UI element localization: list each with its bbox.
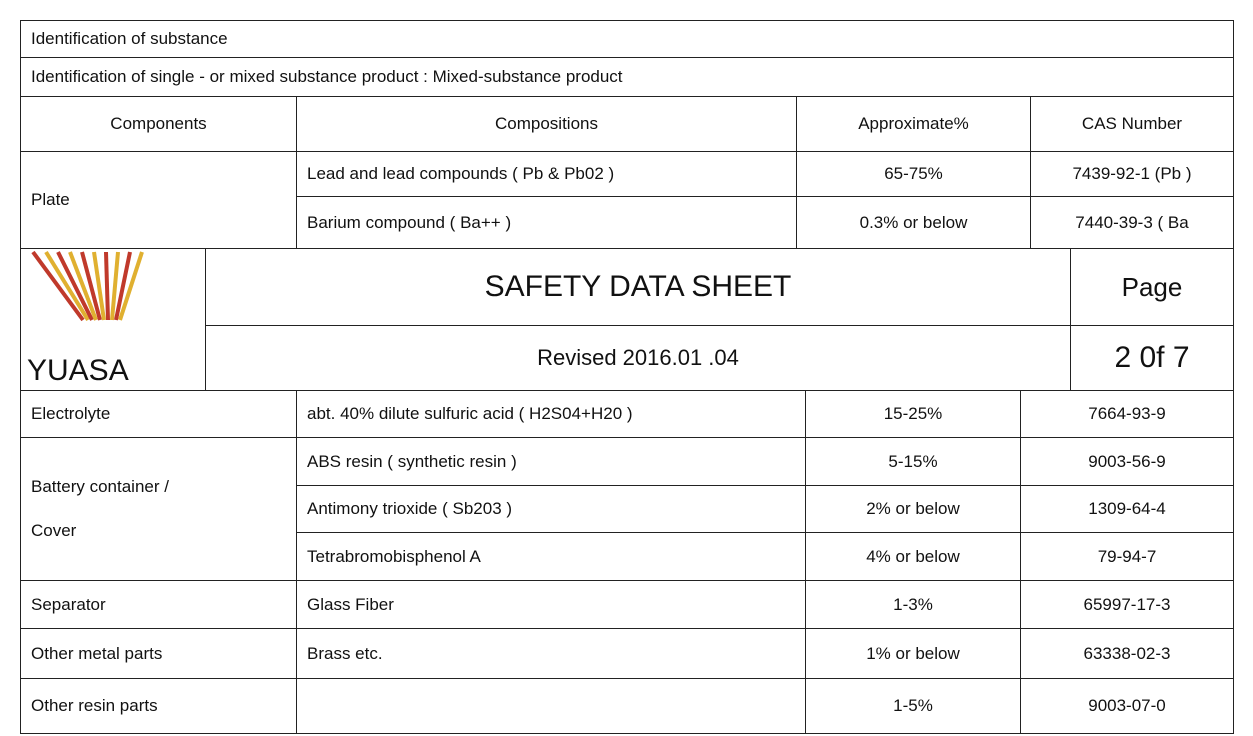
component: Plate [20, 151, 297, 249]
composition-text: Tetrabromobisphenol A [307, 546, 481, 566]
cas-number: 1309-64-4 [1020, 485, 1234, 533]
approximate: 65-75% [796, 151, 1031, 197]
cas-number: 9003-56-9 [1020, 437, 1234, 486]
page-label: Page [1070, 248, 1234, 326]
component: Other metal parts [20, 628, 297, 679]
component: Other resin parts [20, 678, 297, 734]
page-label-text: Page [1121, 271, 1183, 302]
approximate-text: 0.3% or below [859, 212, 968, 232]
approximate-text: 1-3% [893, 594, 933, 614]
cas-number-text: 9003-07-0 [1088, 696, 1166, 715]
column-header: CAS Number [1030, 96, 1234, 152]
component-text: Battery container / Cover [31, 477, 169, 540]
approximate: 0.3% or below [796, 196, 1031, 249]
component: Electrolyte [20, 390, 297, 438]
composition-text: Antimony trioxide ( Sb203 ) [307, 499, 513, 518]
approximate-text: 65-75% [884, 164, 943, 183]
column-header: Approximate% [796, 96, 1031, 152]
approximate: 1% or below [805, 628, 1021, 679]
cas-number: 7440-39-3 ( Ba [1030, 196, 1234, 249]
cas-number-text: 9003-56-9 [1088, 451, 1166, 471]
component-text: Electrolyte [31, 404, 111, 423]
cas-number-text: 65997-17-3 [1083, 594, 1171, 614]
approximate: 15-25% [805, 390, 1021, 438]
component: Separator [20, 580, 297, 629]
column-header-text: Components [110, 114, 207, 133]
column-header-text: Approximate% [858, 114, 969, 133]
section-title: Identification of substance [20, 20, 1234, 58]
cas-number-text: 7664-93-9 [1088, 404, 1166, 423]
approximate-text: 2% or below [866, 499, 960, 518]
composition: Tetrabromobisphenol A [296, 532, 806, 581]
cas-number: 65997-17-3 [1020, 580, 1234, 629]
document-title: SAFETY DATA SHEET [205, 248, 1071, 326]
approximate-text: 1% or below [866, 643, 960, 663]
approximate-text: 4% or below [866, 546, 960, 566]
cas-number: 9003-07-0 [1020, 678, 1234, 734]
cas-number-text: 63338-02-3 [1083, 643, 1171, 663]
approximate-text: 5-15% [888, 451, 938, 471]
identification-text: Identification of single - or mixed subs… [31, 67, 623, 86]
composition: Glass Fiber [296, 580, 806, 629]
revised-date: Revised 2016.01 .04 [205, 325, 1071, 391]
composition-text: Barium compound ( Ba++ ) [307, 212, 512, 232]
column-header: Components [20, 96, 297, 152]
approximate: 1-3% [805, 580, 1021, 629]
column-header: Compositions [296, 96, 797, 152]
page-number-text: 2 0f 7 [1114, 341, 1190, 374]
approximate: 2% or below [805, 485, 1021, 533]
component-text: Other metal parts [31, 643, 163, 663]
approximate-text: 15-25% [883, 404, 943, 423]
component-text: Separator [31, 594, 106, 614]
composition: abt. 40% dilute sulfuric acid ( H2S04+H2… [296, 390, 806, 438]
component: Battery container / Cover [20, 437, 297, 581]
composition-text: ABS resin ( synthetic resin ) [307, 451, 517, 471]
component-text: Other resin parts [31, 696, 158, 715]
column-header-text: CAS Number [1081, 114, 1183, 133]
composition-text: Lead and lead compounds ( Pb & Pb02 ) [307, 164, 615, 183]
cas-number: 63338-02-3 [1020, 628, 1234, 679]
composition: Lead and lead compounds ( Pb & Pb02 ) [296, 151, 797, 197]
approximate-text: 1-5% [893, 696, 933, 715]
cas-number-text: 7440-39-3 ( Ba [1075, 212, 1189, 232]
page-number: 2 0f 7 [1070, 325, 1234, 391]
logo-cell-text: YUASA [27, 354, 129, 387]
document-title-text: SAFETY DATA SHEET [484, 270, 792, 303]
section-title-text: Identification of substance [31, 29, 228, 48]
composition: Brass etc. [296, 628, 806, 679]
cas-number-text: 1309-64-4 [1088, 499, 1166, 518]
composition-text: abt. 40% dilute sulfuric acid ( H2S04+H2… [307, 404, 633, 423]
cas-number: 79-94-7 [1020, 532, 1234, 581]
cas-number-text: 79-94-7 [1097, 546, 1157, 566]
composition: Antimony trioxide ( Sb203 ) [296, 485, 806, 533]
approximate: 1-5% [805, 678, 1021, 734]
composition: Barium compound ( Ba++ ) [296, 196, 797, 249]
cas-number-text: 7439-92-1 (Pb ) [1072, 164, 1192, 183]
component-text: Plate [31, 190, 70, 209]
cas-number: 7664-93-9 [1020, 390, 1234, 438]
logo-mark [31, 250, 144, 322]
composition-text: Brass etc. [307, 643, 383, 663]
approximate: 4% or below [805, 532, 1021, 581]
composition: ABS resin ( synthetic resin ) [296, 437, 806, 486]
composition [296, 678, 806, 734]
revised-date-text: Revised 2016.01 .04 [537, 345, 739, 370]
composition-text: Glass Fiber [307, 594, 394, 614]
cas-number: 7439-92-1 (Pb ) [1030, 151, 1234, 197]
identification: Identification of single - or mixed subs… [20, 57, 1234, 97]
column-header-text: Compositions [495, 114, 598, 133]
approximate: 5-15% [805, 437, 1021, 486]
